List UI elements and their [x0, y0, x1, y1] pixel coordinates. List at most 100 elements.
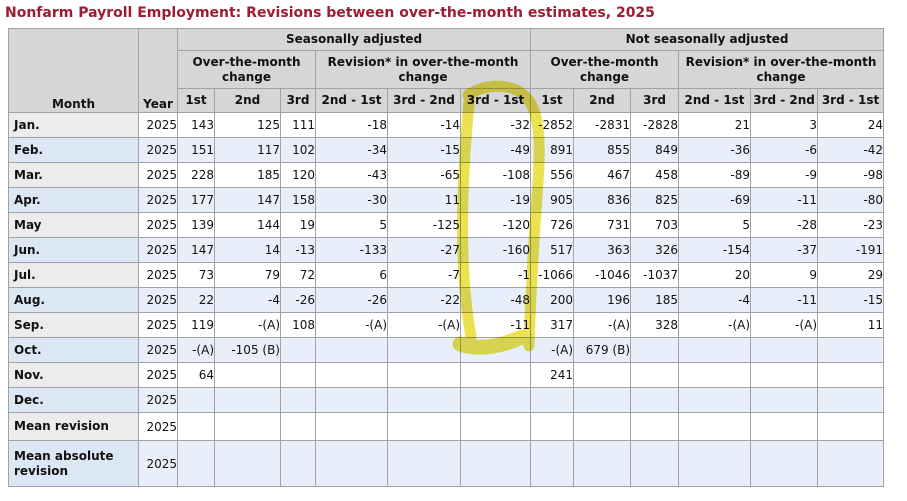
value-cell [573, 387, 632, 413]
value-cell [387, 440, 461, 487]
value-cell: -32 [459, 112, 532, 138]
value-cell: -27 [387, 237, 461, 263]
year-cell: 2025 [138, 237, 178, 263]
table-row: May 2025 139 144 19 5 -125 -120 726 731 703 5 -28 -23 [8, 212, 885, 238]
value-cell [530, 412, 575, 441]
value-cell [750, 387, 819, 413]
row-label-month: Apr. [8, 187, 139, 213]
value-cell: 22 [177, 287, 215, 313]
value-cell: -(A) [214, 312, 281, 338]
value-cell [817, 440, 885, 487]
value-cell: -26 [315, 287, 388, 313]
value-cell [177, 387, 215, 413]
value-cell: 147 [214, 187, 281, 213]
table-row: Nov. 2025 64 241 [8, 362, 885, 388]
value-cell: -11 [750, 287, 819, 313]
value-cell: 517 [530, 237, 575, 263]
value-cell: -4 [214, 287, 281, 313]
table-row: Jan. 2025 143 125 111 -18 -14 -32 -2852 -2831 -282… [8, 112, 885, 138]
value-cell: -(A) [387, 312, 461, 338]
value-cell: 196 [573, 287, 632, 313]
value-cell: 556 [530, 162, 575, 188]
value-cell: -125 [387, 212, 461, 238]
value-cell [214, 440, 281, 487]
value-cell: 185 [214, 162, 281, 188]
value-cell [678, 362, 752, 388]
value-cell [387, 362, 461, 388]
group-header-not-seasonally-adjusted: Not seasonally adjusted [530, 28, 885, 51]
value-cell: 24 [817, 112, 885, 138]
value-cell: 158 [280, 187, 316, 213]
value-cell: 825 [630, 187, 680, 213]
column-header-sa-1st: 1st [177, 88, 215, 113]
value-cell: -69 [678, 187, 752, 213]
year-cell: 2025 [138, 112, 178, 138]
value-cell [387, 412, 461, 441]
value-cell: 317 [530, 312, 575, 338]
value-cell: -6 [750, 137, 819, 163]
page-title: Nonfarm Payroll Employment: Revisions be… [5, 5, 655, 21]
value-cell [750, 362, 819, 388]
value-cell: -65 [387, 162, 461, 188]
value-cell: 703 [630, 212, 680, 238]
value-cell [315, 412, 388, 441]
table-row: Mean revision 2025 [8, 412, 885, 441]
value-cell [214, 362, 281, 388]
subgroup-header-sa-otm-change: Over-the-month change [177, 50, 316, 89]
value-cell [280, 412, 316, 441]
value-cell: -43 [315, 162, 388, 188]
value-cell: -1046 [573, 262, 632, 288]
value-cell: 855 [573, 137, 632, 163]
value-cell: -30 [315, 187, 388, 213]
value-cell: 200 [530, 287, 575, 313]
row-label-month: May [8, 212, 139, 238]
row-label-month: Sep. [8, 312, 139, 338]
value-cell [573, 412, 632, 441]
value-cell: 20 [678, 262, 752, 288]
value-cell: 73 [177, 262, 215, 288]
value-cell: -4 [678, 287, 752, 313]
row-label-month: Mean absolute revision [8, 440, 139, 487]
value-cell [315, 440, 388, 487]
value-cell: -2831 [573, 112, 632, 138]
page: { "title": "Nonfarm Payroll Employment: … [0, 4, 907, 501]
value-cell: -11 [459, 312, 532, 338]
value-cell: -1 [459, 262, 532, 288]
value-cell: 326 [630, 237, 680, 263]
value-cell: -(A) [177, 337, 215, 363]
value-cell: 241 [530, 362, 575, 388]
value-cell: -(A) [530, 337, 575, 363]
value-cell [630, 412, 680, 441]
value-cell: 119 [177, 312, 215, 338]
value-cell: 3 [750, 112, 819, 138]
value-cell [214, 412, 281, 441]
group-header-seasonally-adjusted: Seasonally adjusted [176, 28, 532, 51]
value-cell [750, 412, 819, 441]
value-cell: 726 [530, 212, 575, 238]
year-cell: 2025 [138, 212, 178, 238]
row-label-month: Mean revision [8, 412, 139, 441]
value-cell: 143 [177, 112, 215, 138]
value-cell [315, 362, 388, 388]
value-cell: -2852 [530, 112, 575, 138]
value-cell: 29 [817, 262, 885, 288]
subgroup-header-nsa-revision: Revision* in over-the-month change [678, 50, 885, 89]
value-cell: -191 [817, 237, 885, 263]
revisions-table: Month Year Seasonally adjusted Not seaso… [8, 28, 885, 487]
column-header-nsa-3rd: 3rd [630, 88, 680, 113]
value-cell: 363 [573, 237, 632, 263]
value-cell: -48 [459, 287, 532, 313]
row-label-month: Dec. [8, 387, 139, 413]
value-cell [177, 440, 215, 487]
value-cell: 185 [630, 287, 680, 313]
row-label-month: Feb. [8, 137, 139, 163]
value-cell: 79 [214, 262, 281, 288]
value-cell [817, 412, 885, 441]
value-cell: 731 [573, 212, 632, 238]
row-label-month: Jun. [8, 237, 139, 263]
value-cell: 117 [214, 137, 281, 163]
year-cell: 2025 [138, 362, 178, 388]
column-header-nsa-2nd-1st: 2nd - 1st [678, 88, 752, 113]
row-label-month: Nov. [8, 362, 139, 388]
year-cell: 2025 [138, 412, 178, 441]
